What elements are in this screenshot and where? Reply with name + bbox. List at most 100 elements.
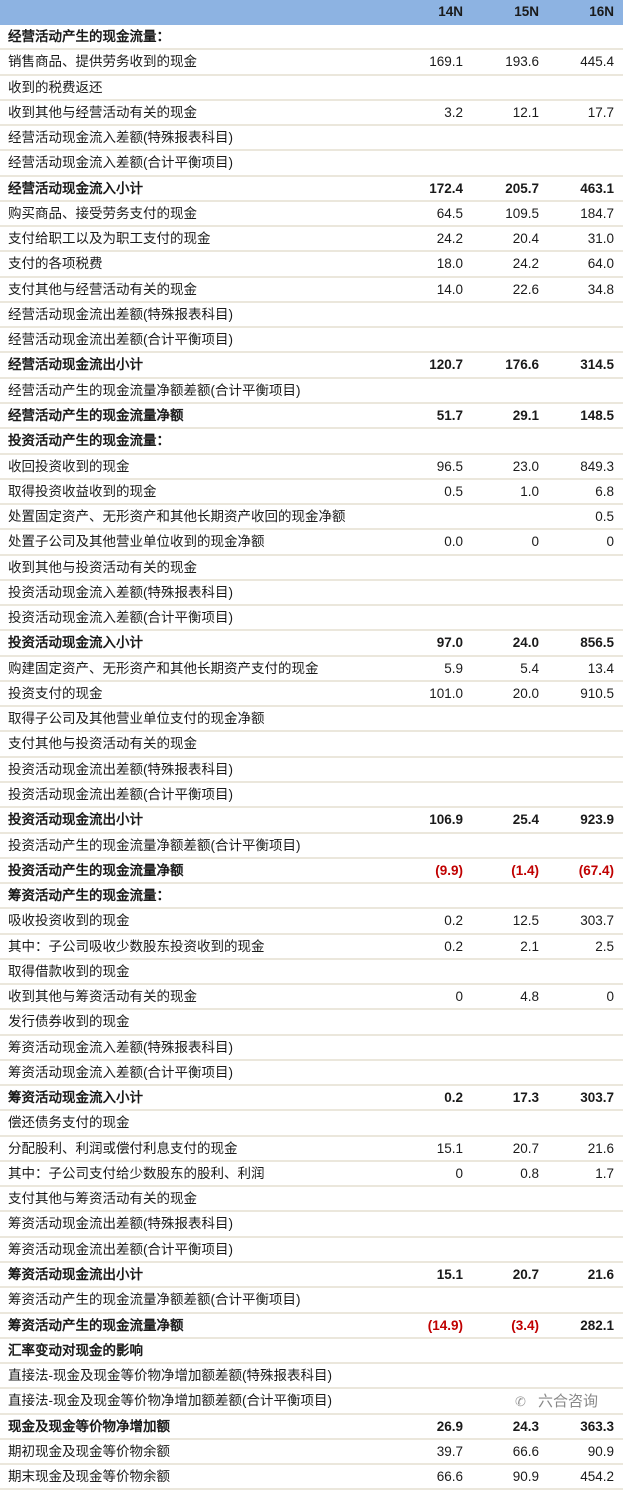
cell-value: 109.5 bbox=[505, 205, 539, 221]
row-label: 经营活动现金流出差额(特殊报表科目) bbox=[8, 306, 233, 322]
cell-value: (3.4) bbox=[511, 1317, 539, 1333]
row-label: 筹资活动现金流出差额(合计平衡项目) bbox=[8, 1241, 233, 1257]
cell-value: 26.9 bbox=[436, 1418, 463, 1434]
row-label: 经营活动现金流出小计 bbox=[8, 357, 143, 373]
row-label: 筹资活动产生的现金流量净额 bbox=[8, 1317, 184, 1333]
cell-value: 0 bbox=[606, 534, 614, 550]
table-row: 期末现金及现金等价物余额 66.6 90.9 454.2 bbox=[0, 1465, 623, 1491]
row-label: 经营活动现金流入小计 bbox=[8, 180, 143, 196]
table-row: 购买商品、接受劳务支付的现金 64.5 109.5 184.7 bbox=[0, 202, 623, 228]
table-row: 筹资活动现金流出小计 15.1 20.7 21.6 bbox=[0, 1263, 623, 1289]
table-row: 经营活动产生的现金流量净额差额(合计平衡项目) bbox=[0, 379, 623, 404]
row-label: 收到的税费返还 bbox=[8, 79, 103, 95]
column-header-14n: 14N bbox=[438, 4, 463, 19]
table-row: 筹资活动产生的现金流量净额差额(合计平衡项目) bbox=[0, 1288, 623, 1314]
cell-value: 0.5 bbox=[595, 509, 614, 525]
table-row: 筹资活动产生的现金流量净额 (14.9) (3.4) 282.1 bbox=[0, 1314, 623, 1339]
table-row: 收到其他与筹资活动有关的现金 0 4.8 0 bbox=[0, 985, 623, 1011]
table-row: 直接法-现金及现金等价物净增加额差额(特殊报表科目) bbox=[0, 1364, 623, 1390]
table-row: 偿还债务支付的现金 bbox=[0, 1111, 623, 1137]
cell-value: 12.1 bbox=[512, 104, 539, 120]
table-row: 收回投资收到的现金 96.5 23.0 849.3 bbox=[0, 455, 623, 480]
table-row: 汇率变动对现金的影响 bbox=[0, 1339, 623, 1365]
row-label: 偿还债务支付的现金 bbox=[8, 1115, 130, 1131]
row-label: 其中：子公司支付给少数股东的股利、利润 bbox=[8, 1165, 265, 1181]
cell-value: 363.3 bbox=[580, 1418, 614, 1434]
table-row: 投资活动现金流出小计 106.9 25.4 923.9 bbox=[0, 808, 623, 834]
table-row: 取得借款收到的现金 bbox=[0, 960, 623, 986]
row-label: 支付其他与筹资活动有关的现金 bbox=[8, 1191, 197, 1207]
table-row: 经营活动现金流入小计 172.4 205.7 463.1 bbox=[0, 177, 623, 202]
cell-value: 21.6 bbox=[587, 1140, 614, 1156]
cell-value: 64.0 bbox=[587, 256, 614, 272]
wechat-icon: ✆ bbox=[515, 1394, 526, 1409]
cell-value: (14.9) bbox=[427, 1317, 463, 1333]
table-row: 其中：子公司支付给少数股东的股利、利润 0 0.8 1.7 bbox=[0, 1162, 623, 1188]
cell-value: 445.4 bbox=[580, 54, 614, 70]
row-label: 现金及现金等价物净增加额 bbox=[8, 1418, 170, 1434]
cell-value: 0.5 bbox=[444, 483, 463, 499]
table-row: 经营活动现金流出小计 120.7 176.6 314.5 bbox=[0, 353, 623, 379]
column-header-15n: 15N bbox=[514, 4, 539, 19]
row-label: 收回投资收到的现金 bbox=[8, 458, 130, 474]
table-row: 处置子公司及其他营业单位收到的现金净额 0.0 0 0 bbox=[0, 530, 623, 556]
row-label: 购买商品、接受劳务支付的现金 bbox=[8, 205, 197, 221]
row-label: 取得借款收到的现金 bbox=[8, 963, 130, 979]
cell-value: 20.7 bbox=[512, 1267, 539, 1283]
table-row: 筹资活动产生的现金流量： bbox=[0, 884, 623, 910]
table-row: 购建固定资产、无形资产和其他长期资产支付的现金 5.9 5.4 13.4 bbox=[0, 657, 623, 682]
table-row: 经营活动现金流入差额(合计平衡项目) bbox=[0, 151, 623, 177]
cell-value: 20.4 bbox=[512, 231, 539, 247]
cell-value: 184.7 bbox=[580, 205, 614, 221]
cell-value: 29.1 bbox=[512, 407, 539, 423]
row-label: 支付的各项税费 bbox=[8, 256, 103, 272]
cell-value: 910.5 bbox=[580, 685, 614, 701]
row-label: 经营活动现金流出差额(合计平衡项目) bbox=[8, 332, 233, 348]
row-label: 投资活动产生的现金流量净额 bbox=[8, 862, 184, 878]
cell-value: 90.9 bbox=[587, 1443, 614, 1459]
cell-value: 0.2 bbox=[444, 913, 463, 929]
table-row: 支付其他与经营活动有关的现金 14.0 22.6 34.8 bbox=[0, 278, 623, 303]
table-row: 投资活动产生的现金流量净额差额(合计平衡项目) bbox=[0, 834, 623, 859]
table-row: 投资活动现金流出差额(合计平衡项目) bbox=[0, 783, 623, 809]
table-row: 销售商品、提供劳务收到的现金 169.1 193.6 445.4 bbox=[0, 50, 623, 76]
cell-value: 18.0 bbox=[436, 256, 463, 272]
table-row: 收到其他与经营活动有关的现金 3.2 12.1 17.7 bbox=[0, 101, 623, 127]
cell-value: 51.7 bbox=[436, 407, 463, 423]
cell-value: 5.4 bbox=[520, 660, 539, 676]
cell-value: 15.1 bbox=[436, 1140, 463, 1156]
table-row: 投资活动现金流入小计 97.0 24.0 856.5 bbox=[0, 631, 623, 657]
row-label: 筹资活动产生的现金流量净额差额(合计平衡项目) bbox=[8, 1292, 301, 1308]
cell-value: 20.0 bbox=[512, 685, 539, 701]
cell-value: 0 bbox=[606, 989, 614, 1005]
table-row: 经营活动现金流出差额(特殊报表科目) bbox=[0, 303, 623, 329]
table-row: 取得投资收益收到的现金 0.5 1.0 6.8 bbox=[0, 480, 623, 506]
cell-value: 4.8 bbox=[520, 989, 539, 1005]
cell-value: 31.0 bbox=[587, 231, 614, 247]
cell-value: 463.1 bbox=[580, 180, 614, 196]
row-label: 筹资活动产生的现金流量： bbox=[8, 888, 170, 904]
row-label: 投资活动现金流入差额(特殊报表科目) bbox=[8, 584, 233, 600]
cell-value: 282.1 bbox=[580, 1317, 614, 1333]
table-row: 支付的各项税费 18.0 24.2 64.0 bbox=[0, 252, 623, 278]
row-label: 其中：子公司吸收少数股东投资收到的现金 bbox=[8, 938, 265, 954]
cell-value: 172.4 bbox=[429, 180, 463, 196]
row-label: 经营活动现金流入差额(特殊报表科目) bbox=[8, 130, 233, 146]
cell-value: 17.3 bbox=[512, 1090, 539, 1106]
row-label: 吸收投资收到的现金 bbox=[8, 913, 130, 929]
cell-value: (1.4) bbox=[511, 862, 539, 878]
cell-value: 15.1 bbox=[436, 1267, 463, 1283]
cell-value: 0.2 bbox=[444, 1090, 463, 1106]
cell-value: 1.7 bbox=[595, 1165, 614, 1181]
table-row: 期初现金及现金等价物余额 39.7 66.6 90.9 bbox=[0, 1440, 623, 1466]
row-label: 投资支付的现金 bbox=[8, 685, 103, 701]
row-label: 筹资活动现金流出小计 bbox=[8, 1267, 143, 1283]
cell-value: 176.6 bbox=[505, 357, 539, 373]
cell-value: 13.4 bbox=[587, 660, 614, 676]
cell-value: 0 bbox=[531, 534, 539, 550]
row-label: 筹资活动现金流入小计 bbox=[8, 1090, 143, 1106]
table-row: 投资活动现金流入差额(特殊报表科目) bbox=[0, 581, 623, 607]
cell-value: 14.0 bbox=[436, 281, 463, 297]
cell-value: 12.5 bbox=[512, 913, 539, 929]
row-label: 投资活动产生的现金流量： bbox=[8, 433, 170, 449]
